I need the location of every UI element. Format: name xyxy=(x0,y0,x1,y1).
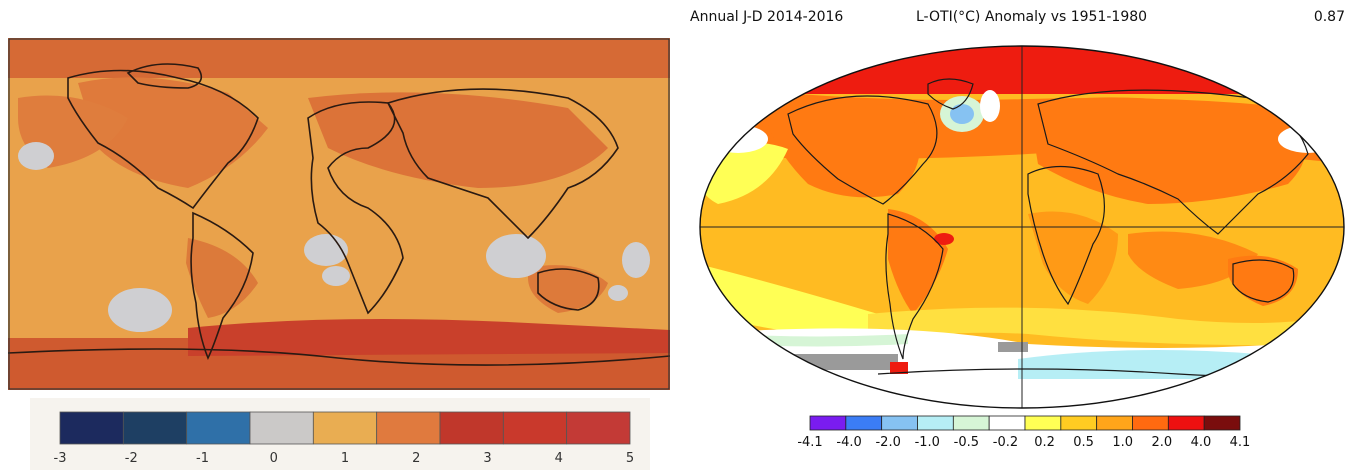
right-map-red-spot xyxy=(934,233,954,245)
right-map-gray-missing xyxy=(788,354,898,370)
right-colorbar-label: 0.2 xyxy=(1034,435,1055,450)
left-colorbar-swatch xyxy=(502,411,568,445)
left-map-southern-ocean-band xyxy=(188,319,670,356)
right-map-white-patch xyxy=(1278,125,1338,153)
right-map-south-pacific-yellow xyxy=(700,264,878,344)
left-colorbar-label: 2 xyxy=(412,451,420,466)
right-map-coastlines xyxy=(787,78,1319,378)
right-map-red-small xyxy=(890,362,908,374)
left-colorbar-label: 3 xyxy=(483,451,491,466)
left-map-frame xyxy=(8,38,670,390)
right-map-header: Annual J-D 2014-2016 L-OTI(°C) Anomaly v… xyxy=(690,4,1345,28)
right-colorbar: -4.1 -4.0 -2.0 -1.0 -0.5 -0.2 0.2 0.5 1.0 2.0 4.0 4… xyxy=(797,415,1251,450)
right-colorbar-swatch xyxy=(809,415,847,431)
left-colorbar-swatch xyxy=(186,411,251,445)
right-colorbar-swatch xyxy=(1024,415,1062,431)
right-colorbar-label: 4.1 xyxy=(1230,435,1251,450)
right-map-south-america-warm xyxy=(888,209,948,314)
right-colorbar-label: -2.0 xyxy=(875,435,900,450)
right-map-australia-warm xyxy=(1228,255,1298,306)
left-map-gray-patch xyxy=(622,242,650,278)
right-colorbar-label: -4.0 xyxy=(836,435,861,450)
left-map-gray-patch xyxy=(322,266,350,286)
right-map-cold-patch xyxy=(950,104,974,124)
left-colorbar-label: 5 xyxy=(626,451,634,466)
right-colorbar-swatch xyxy=(1167,415,1205,431)
left-colorbar-label: -3 xyxy=(54,451,67,466)
period-title: Annual J-D 2014-2016 xyxy=(690,9,844,25)
left-anomaly-map xyxy=(8,38,670,390)
right-colorbar-swatch xyxy=(881,415,918,431)
right-colorbar-swatch xyxy=(952,415,990,431)
left-colorbar-swatch xyxy=(376,411,441,445)
left-colorbar-swatch xyxy=(312,411,378,445)
right-colorbar-swatch xyxy=(1060,415,1098,431)
right-colorbar-label: -0.2 xyxy=(993,435,1018,450)
left-map-coastlines xyxy=(8,63,670,366)
right-colorbar-swatch xyxy=(1132,415,1169,431)
left-map-south-america-warm xyxy=(186,238,258,318)
right-colorbar-swatch xyxy=(917,415,954,431)
left-map-eurasia-warm xyxy=(308,92,608,188)
right-colorbar-swatch xyxy=(1096,415,1133,431)
left-colorbar-label: 1 xyxy=(341,451,349,466)
left-colorbar-label: 0 xyxy=(270,451,278,466)
right-anomaly-map xyxy=(699,45,1345,409)
left-colorbar-label: -1 xyxy=(196,451,209,466)
right-colorbar-swatch xyxy=(988,415,1026,431)
right-map-white-patch xyxy=(708,125,768,153)
right-colorbar-label: -0.5 xyxy=(954,435,979,450)
right-colorbar-label: -1.0 xyxy=(915,435,940,450)
left-colorbar-label: 4 xyxy=(555,451,563,466)
right-colorbar-swatch xyxy=(845,415,883,431)
right-colorbar-label: 2.0 xyxy=(1151,435,1172,450)
left-colorbar-swatch xyxy=(249,411,314,445)
left-colorbar-swatch xyxy=(59,411,124,445)
left-map-gray-patch xyxy=(608,285,628,301)
left-colorbar-swatch xyxy=(439,411,504,445)
left-map-gray-patch xyxy=(18,142,54,170)
right-map-frame xyxy=(699,45,1345,409)
left-map-gray-patch xyxy=(486,234,546,278)
right-colorbar-swatch xyxy=(1203,415,1241,431)
anomaly-title: L-OTI(°C) Anomaly vs 1951-1980 xyxy=(916,9,1148,25)
right-colorbar-label: 4.0 xyxy=(1191,435,1212,450)
right-map-gray-missing xyxy=(998,342,1028,352)
right-map-eurasia-warm xyxy=(1028,97,1306,204)
right-map-north-america-warm xyxy=(768,101,921,198)
left-colorbar-swatch xyxy=(122,411,188,445)
left-colorbar-label: -2 xyxy=(125,451,138,466)
right-map-white-patch xyxy=(980,90,1000,122)
global-mean-value: 0.87 xyxy=(1313,9,1345,25)
right-colorbar-label: -4.1 xyxy=(797,435,822,450)
left-map-arctic-band xyxy=(8,38,670,78)
right-colorbar-label: 0.5 xyxy=(1073,435,1094,450)
left-colorbar: -3 -2 -1 0 1 2 3 4 5 xyxy=(30,398,650,470)
left-colorbar-swatch xyxy=(566,411,631,445)
right-map-africa-warm xyxy=(1028,211,1118,304)
right-colorbar-label: 1.0 xyxy=(1112,435,1133,450)
left-map-gray-patch xyxy=(108,288,172,332)
right-map-southern-cyan-band xyxy=(1018,350,1258,379)
right-map-indian-ocean-warm xyxy=(1128,231,1258,289)
right-map-southern-yellow xyxy=(868,307,1344,346)
